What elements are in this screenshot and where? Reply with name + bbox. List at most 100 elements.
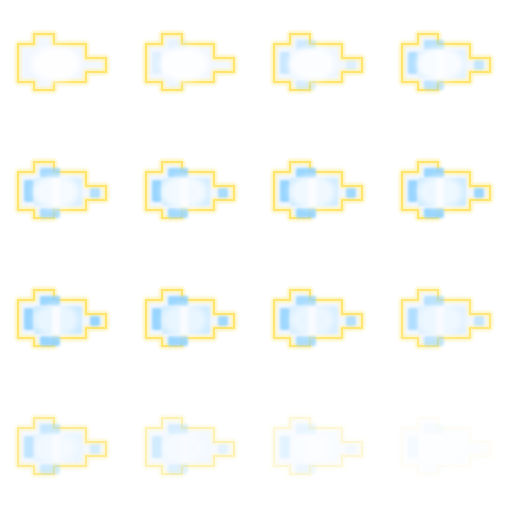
- sprite-frame-12-svg: [399, 287, 493, 349]
- sprite-frame-7-svg: [271, 159, 365, 221]
- tile-top: [424, 296, 444, 306]
- core-glow: [289, 304, 335, 336]
- tile-bottom: [168, 80, 188, 90]
- core-glow: [32, 47, 80, 81]
- core-glow: [419, 433, 461, 463]
- sprite-frame-16-svg: [399, 415, 493, 477]
- sprite-frame-14-svg: [143, 415, 237, 477]
- sprite-frame-8: [384, 128, 512, 256]
- core-glow: [289, 175, 335, 209]
- sprite-frame-5-group: [15, 159, 109, 221]
- sprite-frame-4-svg: [399, 31, 493, 93]
- tile-left: [152, 436, 162, 458]
- tile-right: [474, 316, 484, 326]
- tile-top: [40, 424, 60, 434]
- tile-top: [168, 296, 188, 306]
- sprite-frame-7-group: [271, 159, 365, 221]
- tile-top: [296, 168, 316, 178]
- tile-left: [24, 180, 34, 202]
- sprite-frame-6-svg: [143, 159, 237, 221]
- sprite-frame-5-svg: [15, 159, 109, 221]
- tile-bottom: [424, 80, 444, 90]
- sprite-frame-2-svg: [143, 31, 237, 93]
- sprite-frame-5: [0, 128, 128, 256]
- tile-left: [408, 52, 418, 74]
- sprite-frame-2: [128, 0, 256, 128]
- sprite-frame-14-group: [143, 415, 237, 477]
- core-glow: [418, 304, 462, 336]
- sprite-frame-9: [0, 256, 128, 384]
- sprite-frame-13: [0, 384, 128, 512]
- tile-top: [168, 168, 188, 178]
- sprite-frame-13-svg: [15, 415, 109, 477]
- sprite-frame-6-group: [143, 159, 237, 221]
- sprite-frame-2-group: [143, 31, 237, 93]
- sprite-frame-11-group: [271, 287, 365, 349]
- sprite-frame-4: [384, 0, 512, 128]
- core-glow: [288, 47, 336, 81]
- sprite-frame-4-group: [399, 31, 493, 93]
- outline: [17, 33, 107, 91]
- tile-bottom: [40, 464, 60, 474]
- tile-bottom: [40, 336, 60, 346]
- sprite-frame-3-svg: [271, 31, 365, 93]
- sprite-frame-10-svg: [143, 287, 237, 349]
- sprite-frame-10: [128, 256, 256, 384]
- core-glow: [416, 47, 464, 81]
- tile-right: [474, 188, 484, 198]
- tile-left: [408, 308, 418, 330]
- tile-bottom: [168, 464, 188, 474]
- tile-top: [424, 168, 444, 178]
- tile-right: [346, 444, 356, 454]
- tile-bottom: [168, 336, 188, 346]
- tile-bottom: [424, 208, 444, 218]
- sprite-frame-6: [128, 128, 256, 256]
- tile-left: [280, 308, 290, 330]
- tile-top: [40, 168, 60, 178]
- sprite-frame-15-group: [271, 415, 365, 477]
- sprite-frame-15-svg: [271, 415, 365, 477]
- tile-left: [280, 436, 290, 458]
- core-glow: [32, 175, 80, 209]
- tile-left: [152, 52, 162, 74]
- core-glow: [162, 432, 206, 464]
- sprite-frame-12-group: [399, 287, 493, 349]
- sprite-frame-9-group: [15, 287, 109, 349]
- tile-top: [424, 424, 444, 434]
- core-glow: [161, 304, 207, 336]
- sprite-frame-7: [256, 128, 384, 256]
- sprite-frame-1: [0, 0, 128, 128]
- sprite-frame-9-svg: [15, 287, 109, 349]
- tile-top: [296, 296, 316, 306]
- tile-left: [152, 308, 162, 330]
- sprite-frame-10-group: [143, 287, 237, 349]
- sprite-frame-14: [128, 384, 256, 512]
- tile-left: [24, 436, 34, 458]
- tile-right: [346, 188, 356, 198]
- core-glow: [160, 47, 208, 81]
- sprite-frame-8-svg: [399, 159, 493, 221]
- tile-bottom: [40, 208, 60, 218]
- tile-top: [168, 424, 188, 434]
- tile-right: [218, 316, 228, 326]
- tile-left: [408, 180, 418, 202]
- tile-left: [280, 180, 290, 202]
- sprite-frame-16: [384, 384, 512, 512]
- sprite-frame-15: [256, 384, 384, 512]
- tile-right: [218, 188, 228, 198]
- core-glow: [160, 175, 208, 209]
- sprite-frame-3: [256, 0, 384, 128]
- tile-right: [346, 60, 356, 70]
- sprite-frame-1-group: [15, 31, 109, 93]
- tile-bottom: [168, 208, 188, 218]
- tile-bottom: [296, 336, 316, 346]
- sprite-frame-11-svg: [271, 287, 365, 349]
- tile-left: [24, 308, 34, 330]
- sprite-frame-13-group: [15, 415, 109, 477]
- tile-bottom: [296, 208, 316, 218]
- tile-right: [90, 188, 100, 198]
- tile-right: [474, 60, 484, 70]
- sprite-frame-16-group: [399, 415, 493, 477]
- tile-right: [90, 316, 100, 326]
